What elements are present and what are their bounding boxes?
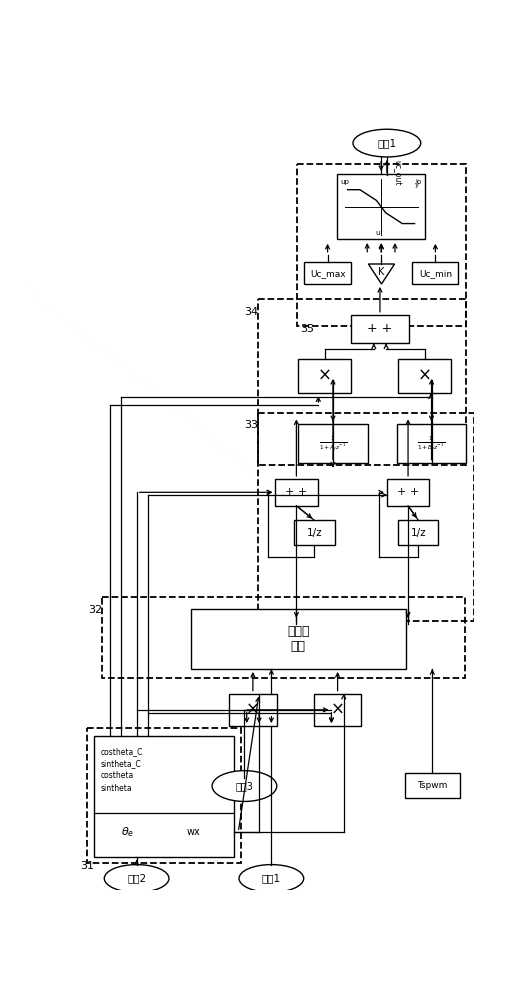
Text: ×: ×: [317, 367, 332, 385]
Bar: [229, 694, 277, 726]
Text: costheta: costheta: [100, 771, 134, 780]
Bar: [399, 359, 451, 393]
Bar: [95, 736, 234, 857]
Bar: [397, 424, 466, 463]
Bar: [258, 299, 466, 465]
Text: costheta_C: costheta_C: [100, 747, 143, 756]
Text: 输入1: 输入1: [262, 873, 281, 883]
Bar: [337, 174, 426, 239]
Text: $\theta_e$: $\theta_e$: [121, 825, 135, 839]
Text: 32: 32: [88, 605, 102, 615]
Text: 35: 35: [300, 324, 315, 334]
Text: + +: + +: [367, 322, 392, 335]
Text: 输入2: 输入2: [127, 873, 146, 883]
Bar: [399, 520, 438, 545]
Bar: [191, 609, 406, 669]
Bar: [314, 694, 362, 726]
Bar: [305, 262, 351, 284]
Text: + +: + +: [285, 487, 307, 497]
Text: 31: 31: [80, 861, 95, 871]
Text: 1/z: 1/z: [307, 528, 322, 538]
Bar: [298, 424, 367, 463]
Text: + +: + +: [397, 487, 419, 497]
Bar: [87, 728, 241, 863]
Text: 输出1: 输出1: [378, 138, 397, 148]
Ellipse shape: [239, 865, 304, 892]
Ellipse shape: [212, 771, 277, 801]
Text: $\frac{1}{1+A_f z^{-1}}$: $\frac{1}{1+A_f z^{-1}}$: [319, 434, 347, 453]
Bar: [404, 773, 460, 798]
Text: Tspwm: Tspwm: [417, 781, 448, 790]
Bar: [102, 597, 465, 678]
Bar: [275, 479, 317, 506]
Text: 34: 34: [244, 307, 259, 317]
Ellipse shape: [104, 865, 169, 892]
Text: sintheta: sintheta: [100, 784, 132, 793]
Text: u: u: [376, 230, 380, 236]
Polygon shape: [369, 264, 394, 284]
Text: 1/z: 1/z: [411, 528, 426, 538]
Bar: [412, 262, 458, 284]
Text: wx: wx: [187, 827, 201, 837]
Text: sintheta_C: sintheta_C: [100, 759, 141, 768]
Text: up: up: [341, 179, 350, 185]
Text: Uc_max: Uc_max: [310, 269, 345, 278]
Ellipse shape: [353, 129, 421, 157]
Text: 33: 33: [244, 420, 258, 430]
Text: 傅里叶
分析: 傅里叶 分析: [287, 625, 309, 653]
Text: lo: lo: [415, 179, 421, 185]
Bar: [387, 479, 429, 506]
Bar: [295, 520, 335, 545]
Text: 输入3: 输入3: [235, 781, 253, 791]
Bar: [298, 359, 351, 393]
Text: ×: ×: [418, 367, 431, 385]
Text: $\frac{1}{1+B_f z^{-1}}$: $\frac{1}{1+B_f z^{-1}}$: [418, 434, 446, 453]
Text: ×: ×: [331, 701, 345, 719]
Bar: [258, 413, 474, 620]
Text: uc_out: uc_out: [392, 160, 401, 185]
Text: y: y: [415, 182, 419, 188]
Bar: [351, 315, 409, 343]
Text: Uc_min: Uc_min: [419, 269, 452, 278]
Bar: [297, 164, 466, 326]
Text: ×: ×: [246, 701, 260, 719]
Text: K: K: [378, 267, 385, 277]
